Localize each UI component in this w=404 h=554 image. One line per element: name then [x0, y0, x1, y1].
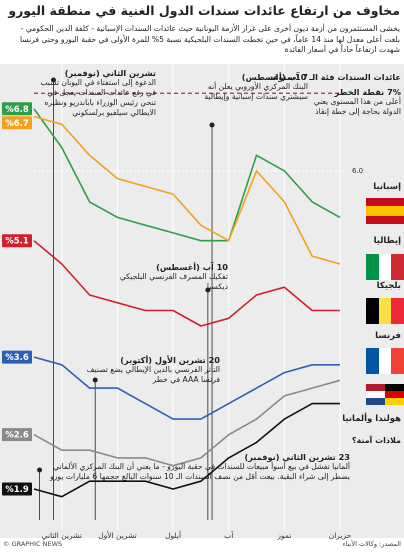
flag-france	[391, 348, 404, 374]
series-name: هولندا وألمانيا	[342, 414, 401, 424]
annotation: 7 آب (أغسطس) البنك المركزي الأوروبي يعلن …	[200, 72, 308, 102]
event-dot	[209, 122, 215, 128]
end-label: %1.9	[5, 485, 29, 495]
x-tick-label: أيلول	[165, 530, 181, 540]
flags	[366, 198, 404, 405]
event-dot	[205, 287, 211, 293]
end-label: %6.7	[5, 119, 29, 129]
annotation-text: ألمانيا تفشل في بيع أسوأ مبيعات للسندات …	[50, 462, 350, 481]
series-line	[33, 240, 340, 327]
end-label: %2.6	[5, 431, 29, 441]
annotation-title: 23 تشرين الثاني (نوفمبر)	[244, 452, 350, 462]
flag-netherlands	[366, 391, 385, 398]
annotation-text: تفكيك المصرف الفرنسي البلجيكي ديكسيا	[119, 272, 228, 291]
flag-netherlands	[366, 384, 385, 391]
series-line	[33, 379, 341, 467]
flag-italy	[366, 254, 379, 280]
end-badge	[2, 102, 32, 116]
title: مخاوف من ارتفاع عائدات سندات الدول الغني…	[8, 3, 400, 18]
axis-label: عائدات السندات فئة الـ 10سنوات	[267, 72, 401, 82]
annotation-text: التأثر الفرنسي بالدين الإيطالي يضع تصنيف…	[86, 365, 220, 384]
flag-spain	[366, 216, 404, 224]
flag-france	[379, 348, 391, 374]
annotation-text: أعلى من هذا المستوى يعني الدولة بحاجة إل…	[313, 97, 401, 116]
annotation-title: 7% نقطة الخطر	[334, 87, 401, 97]
annotation: 20 تشرين الأول (أكتوبر) التأثر الفرنسي با…	[70, 355, 220, 385]
series-name: فرنسا	[375, 331, 401, 341]
flag-spain	[366, 198, 404, 206]
flag-italy	[379, 254, 391, 280]
subtitle: يخشى المستثمرون من أزمة ديون أخرى على غر…	[19, 24, 400, 54]
x-tick-label: تموز	[276, 531, 291, 540]
series-line	[33, 402, 340, 498]
flag-france	[366, 348, 379, 374]
series-name: بلجيكا	[376, 281, 401, 291]
event-dot	[50, 77, 56, 83]
end-label: %3.6	[5, 353, 29, 363]
flag-belgium	[391, 298, 404, 324]
annotation-title: 10 آب (أغسطس)	[156, 262, 228, 272]
series-line	[33, 115, 341, 265]
end-badge	[2, 482, 32, 496]
series-line	[33, 356, 340, 420]
annotation-title: 7 آب (أغسطس)	[241, 72, 308, 82]
source: المصدر: وكالات الأنباء	[342, 540, 401, 548]
flag-netherlands	[366, 398, 385, 405]
flag-belgium	[366, 298, 379, 324]
end-badge	[2, 350, 32, 364]
annotation-text: الدعوة إلى استفتاء في اليونان تسبب في رف…	[40, 78, 156, 117]
annotation: 10 آب (أغسطس) تفكيك المصرف الفرنسي البلجي…	[100, 262, 228, 292]
series-name: إسبانيا	[373, 182, 401, 192]
x-tick-label: حزيران	[329, 531, 352, 540]
end-label: %6.8	[5, 105, 29, 115]
annotation-title: 20 تشرين الأول (أكتوبر)	[120, 355, 220, 365]
end-badge	[2, 234, 32, 248]
end-badge	[2, 428, 32, 442]
x-tick-label: تشرين الأول	[98, 530, 137, 540]
credit: © GRAPHIC NEWS	[3, 540, 63, 548]
event-dot	[37, 467, 43, 473]
annotation: تشرين الثاني (نوفمبر) الدعوة إلى استفتاء …	[38, 68, 156, 118]
series-name: إيطاليا	[373, 236, 401, 246]
x-tick-label: تشرين الثاني	[42, 531, 82, 540]
flag-belgium	[379, 298, 391, 324]
end-label: %5.1	[5, 237, 29, 247]
flag-germany	[385, 391, 404, 398]
safe-havens: ملاذات آمنة؟	[351, 436, 401, 445]
event-dot	[92, 377, 98, 383]
flag-italy	[391, 254, 404, 280]
x-tick-label: آب	[224, 530, 234, 540]
annotation: 7% نقطة الخطر أعلى من هذا المستوى يعني ال…	[309, 87, 401, 117]
annotation: 23 تشرين الثاني (نوفمبر) ألمانيا تفشل في …	[38, 452, 350, 482]
y-tick-label: 6.0	[352, 167, 363, 175]
flag-germany	[385, 398, 404, 405]
plot-background	[0, 64, 404, 538]
annotation-text: البنك المركزي الأوروبي يعلن أنه سيشتري س…	[204, 82, 308, 101]
flag-germany	[385, 384, 404, 391]
series-line	[33, 108, 341, 242]
end-badge	[2, 116, 32, 130]
flag-spain	[366, 206, 404, 216]
annotation-title: تشرين الثاني (نوفمبر)	[64, 68, 156, 78]
